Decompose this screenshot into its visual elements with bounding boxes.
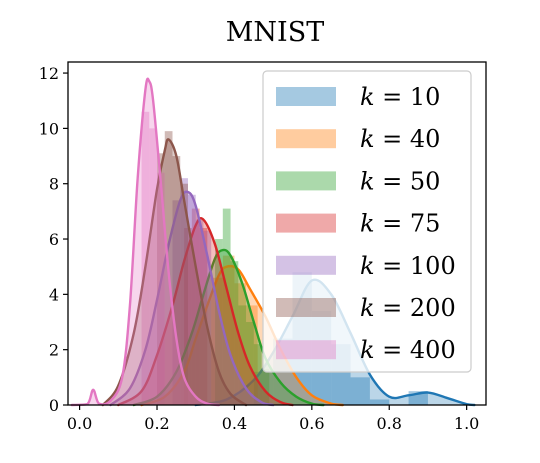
hist-bar-k-50-1 bbox=[222, 208, 231, 405]
legend-label-k-100: k = 100 bbox=[360, 252, 456, 280]
hist-bar-k-10-5 bbox=[350, 377, 370, 405]
kde-line-k-100 bbox=[109, 190, 275, 407]
hist-bar-k-50-6 bbox=[261, 369, 270, 405]
y-tick-label: 2 bbox=[49, 341, 59, 360]
hist-bar-k-100-4 bbox=[203, 230, 212, 405]
kde-line-k-400 bbox=[70, 77, 221, 407]
hist-bar-k-75-1 bbox=[191, 208, 200, 405]
y-tick-label: 0 bbox=[49, 396, 59, 415]
kde-layer bbox=[70, 77, 476, 407]
legend-label-k-400: k = 400 bbox=[360, 336, 456, 364]
x-tick-label: 0.2 bbox=[144, 414, 169, 433]
legend-box bbox=[262, 70, 472, 373]
kde-area-k-75 bbox=[118, 218, 293, 405]
hist-bar-k-40-2 bbox=[234, 283, 247, 405]
kde-area-k-40 bbox=[141, 266, 343, 405]
y-tick-label: 4 bbox=[49, 285, 59, 304]
x-tick-label: 0.8 bbox=[377, 414, 402, 433]
legend-label-k-50: k = 50 bbox=[360, 167, 440, 195]
legend-swatch-k-200 bbox=[276, 298, 336, 317]
chart-title: MNIST bbox=[226, 17, 324, 48]
kde-area-k-100 bbox=[110, 191, 274, 405]
legend-label-k-10: k = 10 bbox=[360, 83, 440, 111]
hist-bar-k-100-1 bbox=[180, 178, 188, 405]
hist-bar-k-10-6 bbox=[369, 399, 390, 405]
legend-swatch-k-10 bbox=[276, 87, 336, 106]
hist-bar-k-100-0 bbox=[172, 200, 181, 405]
kde-area-k-200 bbox=[102, 139, 247, 405]
hist-bar-k-50-2 bbox=[230, 261, 239, 405]
kde-area-k-400 bbox=[71, 78, 219, 406]
y-axis: 0 2 4 6 8 10 12 bbox=[39, 64, 68, 415]
legend-swatch-k-50 bbox=[276, 171, 336, 191]
y-tick-label: 6 bbox=[49, 230, 59, 249]
hist-bar-k-100-2 bbox=[187, 194, 196, 405]
hist-bar-k-100-3 bbox=[195, 219, 204, 405]
y-tick-label: 10 bbox=[39, 119, 59, 138]
hist-bar-k-40-1 bbox=[222, 255, 235, 405]
y-tick-label: 8 bbox=[49, 175, 59, 194]
legend-swatch-k-75 bbox=[276, 213, 336, 233]
x-tick-label: 1.0 bbox=[454, 414, 479, 433]
hist-bar-k-40-3 bbox=[246, 305, 258, 405]
hist-bar-k-200-3 bbox=[180, 183, 188, 405]
hist-bar-k-400-2 bbox=[157, 172, 165, 405]
hist-bar-k-400-0 bbox=[141, 111, 150, 405]
hist-bar-k-40-0 bbox=[211, 277, 223, 405]
x-tick-label: 0.6 bbox=[299, 414, 324, 433]
legend-label-k-75: k = 75 bbox=[360, 210, 440, 238]
y-tick-label: 12 bbox=[39, 64, 59, 83]
hist-bar-k-200-2 bbox=[172, 156, 181, 405]
x-tick-label: 0.4 bbox=[222, 414, 247, 433]
hist-bar-k-50-3 bbox=[238, 305, 247, 405]
legend-swatch-k-40 bbox=[276, 129, 336, 149]
legend-swatch-k-100 bbox=[276, 255, 336, 275]
legend-label-k-200: k = 200 bbox=[360, 294, 456, 322]
hist-bar-k-400-1 bbox=[149, 128, 158, 405]
hist-bar-k-75-0 bbox=[184, 227, 192, 405]
kde-line-k-75 bbox=[117, 216, 294, 407]
plot-frame bbox=[67, 61, 487, 406]
legend-swatch-k-400 bbox=[276, 340, 336, 360]
x-axis: 0.0 0.2 0.4 0.6 0.8 1.0 bbox=[67, 405, 479, 433]
legend: k = 10 k = 40 k = 50 k = 75 k = 100 k = 200 k … bbox=[262, 70, 472, 373]
hist-bar-k-50-0 bbox=[215, 239, 223, 405]
kde-line-k-200 bbox=[101, 138, 248, 407]
legend-label-k-40: k = 40 bbox=[360, 125, 440, 153]
x-tick-label: 0.0 bbox=[67, 414, 92, 433]
